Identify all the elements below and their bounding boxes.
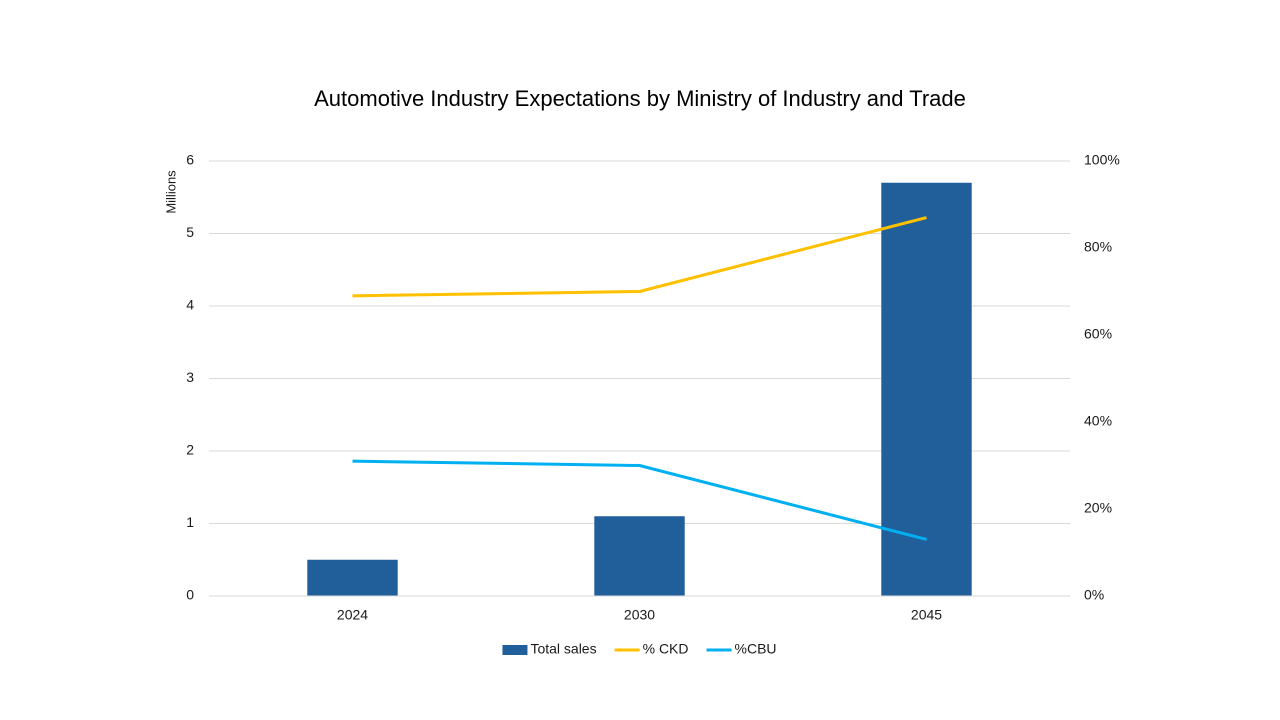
y2-tick-label: 40% [1084, 413, 1112, 429]
legend-label: Total sales [530, 641, 596, 657]
bar [881, 182, 972, 596]
y2-tick-label: 0% [1084, 587, 1104, 603]
y2-tick-label: 80% [1084, 239, 1112, 255]
y2-tick-label: 20% [1084, 500, 1112, 516]
y-tick-label: 6 [186, 152, 194, 168]
x-tick-label: 2024 [337, 607, 368, 623]
y2-tick-label: 100% [1084, 152, 1120, 168]
x-tick-label: 2045 [911, 607, 942, 623]
y-tick-label: 0 [186, 587, 194, 603]
y-tick-label: 1 [186, 514, 194, 530]
chart-title: Automotive Industry Expectations by Mini… [314, 86, 966, 111]
legend-swatch [502, 645, 528, 655]
y-tick-label: 5 [186, 224, 194, 240]
y2-tick-label: 60% [1084, 326, 1112, 342]
legend-label: % CKD [643, 641, 689, 657]
y-tick-label: 2 [186, 442, 194, 458]
y-tick-label: 3 [186, 369, 194, 385]
x-tick-label: 2030 [624, 607, 655, 623]
bar [307, 559, 398, 596]
line [352, 459, 927, 541]
line [352, 216, 927, 298]
bar [594, 516, 685, 596]
legend-label: %CBU [735, 641, 777, 657]
y-axis-title: Millions [163, 170, 178, 214]
y-tick-label: 4 [186, 297, 194, 313]
